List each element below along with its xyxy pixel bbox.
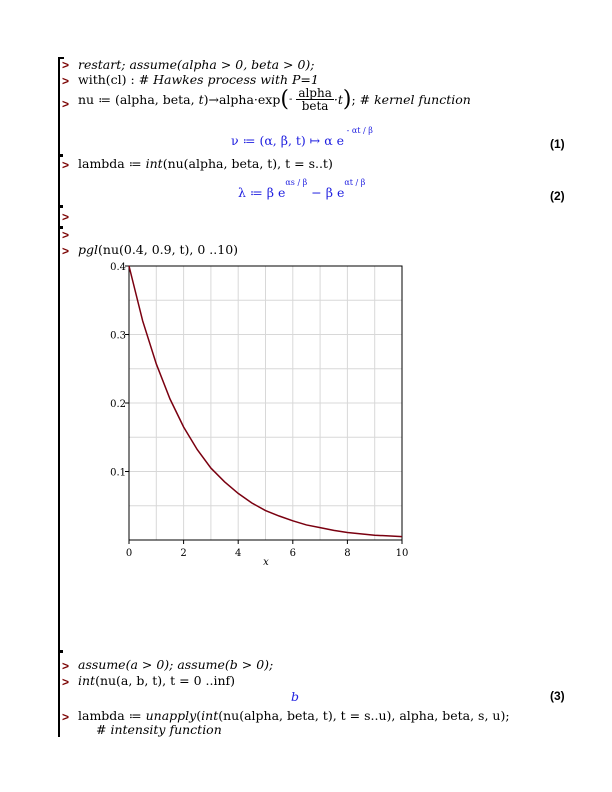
var-t: t bbox=[198, 92, 204, 107]
output-2: λ ≔ β eαs / β − β eαt / β bbox=[238, 178, 365, 200]
input-line-with[interactable]: with(cl) : # Hawkes process with P=1 bbox=[78, 72, 319, 87]
x-tick-label: 6 bbox=[290, 548, 296, 559]
lambda-assign: lambda ≔ bbox=[78, 708, 146, 723]
output-text: λ ≔ β e bbox=[238, 185, 286, 200]
group-marker bbox=[58, 154, 63, 157]
denominator: beta bbox=[301, 99, 329, 113]
exponent-frac: αt / β bbox=[351, 126, 373, 135]
input-line-unapply[interactable]: lambda ≔ unapply(int(nu(alpha, beta, t),… bbox=[78, 708, 510, 723]
exponent-frac: αs / β bbox=[285, 178, 308, 187]
y-ticks: 0.1 0.2 0.3 0.4 bbox=[110, 262, 129, 479]
x-tick-label: 4 bbox=[235, 548, 241, 559]
series-line bbox=[128, 265, 403, 538]
paren-open: ( bbox=[280, 87, 289, 112]
int-args: (nu(alpha, beta, t), t = s..t) bbox=[162, 156, 333, 171]
x-axis-label: x bbox=[263, 557, 269, 568]
y-tick-label: 0.2 bbox=[110, 399, 126, 410]
with-command: with(cl) : bbox=[78, 72, 139, 87]
prompt[interactable]: > bbox=[62, 158, 70, 172]
output-text: − β e bbox=[311, 185, 345, 200]
prompt[interactable]: > bbox=[62, 74, 70, 88]
input-line-assume[interactable]: assume(a > 0); assume(b > 0); bbox=[78, 657, 273, 672]
y-tick-label: 0.1 bbox=[110, 468, 126, 479]
prompt[interactable]: > bbox=[62, 244, 70, 258]
unapply-args: (nu(alpha, beta, t), t = s..u), alpha, b… bbox=[218, 708, 510, 723]
x-tick-label: 10 bbox=[396, 548, 409, 559]
paren-close: ) bbox=[342, 87, 352, 112]
prompt[interactable]: > bbox=[62, 659, 70, 673]
exp-call: )→alpha·exp bbox=[203, 92, 281, 107]
x-ticks: 0 2 4 6 8 10 bbox=[126, 540, 409, 559]
prompt[interactable]: > bbox=[62, 675, 70, 689]
minus-sign: - bbox=[288, 94, 293, 105]
pgl-args: (nu(0.4, 0.9, t), 0 ..10) bbox=[98, 242, 239, 257]
input-line-lambda[interactable]: lambda ≔ int(nu(alpha, beta, t), t = s..… bbox=[78, 156, 333, 171]
x-tick-label: 8 bbox=[344, 548, 350, 559]
output-3: b bbox=[291, 689, 299, 704]
comment: # Hawkes process with P=1 bbox=[138, 72, 319, 87]
equation-label: (2) bbox=[550, 189, 565, 203]
group-marker bbox=[58, 205, 63, 208]
times-t: ·t bbox=[333, 92, 343, 107]
comment-line[interactable]: # intensity function bbox=[96, 722, 222, 737]
group-bracket-top bbox=[58, 57, 64, 59]
group-marker bbox=[58, 226, 63, 229]
int-command: int bbox=[145, 156, 163, 171]
pgl-command: pgl bbox=[78, 242, 99, 257]
restart-command: restart; assume(alpha > 0, beta > 0); bbox=[78, 57, 315, 72]
y-tick-label: 0.3 bbox=[110, 331, 126, 342]
input-line-nu[interactable]: nu ≔ (alpha, beta, t)→alpha·exp(- alpha b… bbox=[78, 87, 471, 112]
lambda-assign: lambda ≔ bbox=[78, 156, 146, 171]
equation-label: (3) bbox=[550, 689, 565, 703]
output-text: b bbox=[291, 689, 300, 704]
paren: ( bbox=[196, 708, 202, 723]
x-tick-label: 2 bbox=[180, 548, 186, 559]
input-line-restart[interactable]: restart; assume(alpha > 0, beta > 0); bbox=[78, 57, 315, 72]
group-bracket bbox=[58, 57, 60, 737]
unapply-command: unapply bbox=[145, 708, 197, 723]
prompt[interactable]: > bbox=[62, 210, 70, 224]
semicolon: ; bbox=[351, 92, 360, 107]
x-tick-label: 0 bbox=[126, 548, 132, 559]
y-tick-label: 0.4 bbox=[110, 262, 126, 273]
plot-grid bbox=[129, 266, 402, 540]
nu-def-start: nu ≔ (alpha, beta, bbox=[78, 92, 199, 107]
exponent-frac: αt / β bbox=[344, 178, 366, 187]
numerator: alpha bbox=[296, 86, 334, 100]
input-line-pgl[interactable]: pgl(nu(0.4, 0.9, t), 0 ..10) bbox=[78, 242, 238, 257]
prompt[interactable]: > bbox=[62, 58, 70, 72]
prompt[interactable]: > bbox=[62, 228, 70, 242]
prompt[interactable]: > bbox=[62, 710, 70, 724]
output-text: ν ≔ (α, β, t) ↦ α e bbox=[231, 133, 345, 148]
plot[interactable]: 0 2 4 6 8 10 0.1 0.2 0.3 0.4 x bbox=[100, 258, 420, 573]
int-command: int bbox=[78, 673, 96, 688]
exponent: - bbox=[344, 126, 352, 135]
int-args: (nu(a, b, t), t = 0 ..inf) bbox=[95, 673, 235, 688]
output-1: ν ≔ (α, β, t) ↦ α e - αt / β bbox=[231, 126, 373, 148]
int-command: int bbox=[201, 708, 219, 723]
comment: # kernel function bbox=[359, 92, 471, 107]
prompt[interactable]: > bbox=[62, 97, 70, 111]
input-line-int[interactable]: int(nu(a, b, t), t = 0 ..inf) bbox=[78, 673, 235, 688]
equation-label: (1) bbox=[550, 137, 565, 151]
alpha-over-beta: alpha beta bbox=[296, 87, 334, 112]
assume-command: assume(a > 0); assume(b > 0); bbox=[78, 657, 274, 672]
group-marker bbox=[58, 650, 63, 653]
comment: # intensity function bbox=[96, 722, 222, 737]
